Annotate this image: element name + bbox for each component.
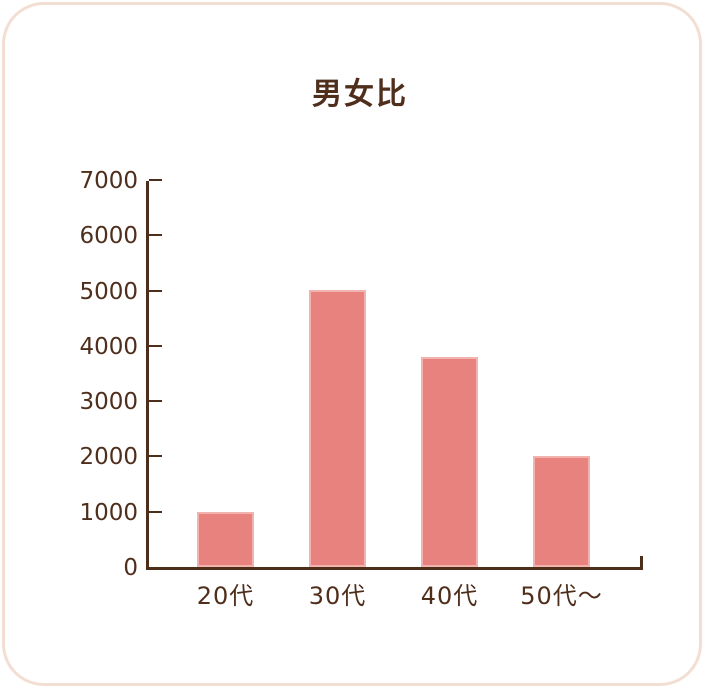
y-tick-label: 4000 — [79, 333, 138, 360]
bar — [533, 456, 590, 567]
y-tick-label: 5000 — [79, 278, 138, 305]
x-tick-label: 20代 — [196, 582, 255, 610]
y-tick-label: 6000 — [79, 223, 138, 250]
bar — [309, 290, 366, 567]
y-axis-tick — [149, 455, 162, 458]
y-tick-label: 3000 — [79, 389, 138, 416]
x-axis-end-tick — [640, 556, 643, 570]
chart-title: 男女比 — [312, 77, 408, 112]
y-tick-label: 2000 — [79, 444, 138, 471]
y-axis-tick — [149, 344, 162, 347]
y-tick-label: 0 — [123, 555, 138, 581]
y-tick-label: 1000 — [79, 499, 138, 526]
y-axis-tick — [149, 289, 162, 292]
chart-card: 男女比 0 1000 2000 3000 4000 5000 6000 7000 20代 30代 4… — [2, 2, 702, 686]
x-axis-line — [146, 567, 643, 570]
y-tick-label: 7000 — [79, 167, 138, 194]
y-axis-tick — [149, 234, 162, 237]
x-tick-label: 40代 — [420, 582, 479, 610]
y-axis-tick — [149, 178, 162, 181]
x-tick-label: 50代〜 — [520, 582, 603, 610]
x-tick-label: 30代 — [308, 582, 367, 610]
y-axis-tick — [149, 400, 162, 403]
y-axis-tick — [149, 510, 162, 513]
bar — [197, 512, 254, 567]
y-axis-line — [146, 181, 149, 570]
bar — [421, 357, 478, 567]
